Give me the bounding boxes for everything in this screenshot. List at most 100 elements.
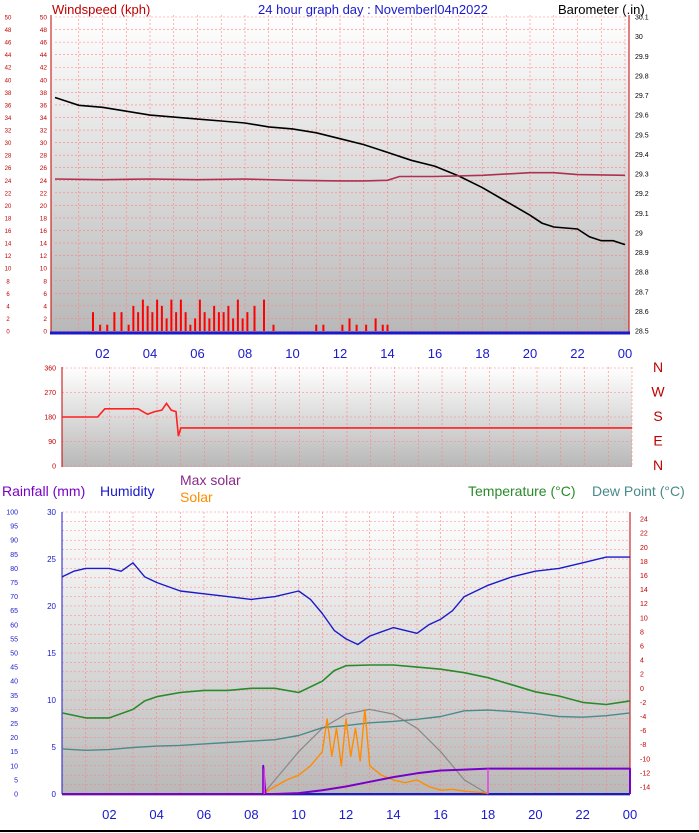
temperature-tick-label: 2	[640, 672, 644, 679]
wind-inner-tick-label: 42	[40, 65, 48, 72]
wind-outer-tick-label: 24	[5, 179, 12, 185]
wind-outer-tick-label: 32	[5, 129, 12, 135]
top-x-tick-label: 22	[570, 346, 584, 361]
bottom-series	[61, 556, 631, 795]
compass-label-s: S	[653, 408, 662, 424]
bottom-x-tick-label: 02	[102, 807, 116, 822]
wind-outer-tick-label: 8	[6, 279, 10, 285]
top-x-tick-label: 02	[95, 346, 109, 361]
temperature-tick-label: -12	[640, 770, 650, 777]
wind-outer-tick-label: 28	[5, 154, 12, 160]
humidity-label: Humidity	[100, 483, 154, 499]
top-x-tick-label: 14	[380, 346, 394, 361]
humidity-tick-label: 5	[14, 777, 18, 784]
wind-outer-tick-label: 38	[5, 91, 12, 97]
wind-outer-tick-label: 16	[5, 229, 12, 235]
temperature-tick-label: 4	[640, 658, 644, 665]
wind-inner-tick-label: 8	[43, 278, 47, 285]
wind-inner-tick-label: 22	[40, 190, 48, 197]
baro-tick-label: 29.6	[635, 113, 649, 120]
direction-tick-label: 0	[52, 464, 56, 471]
bottom-x-tick-label: 10	[291, 807, 305, 822]
bottom-x-tick-label: 18	[481, 807, 495, 822]
windspeed-line	[54, 171, 626, 182]
direction-tick-label: 90	[48, 439, 56, 446]
wind-inner-tick-label: 30	[40, 140, 48, 147]
top-x-tick-label: 04	[143, 346, 157, 361]
maxsolar-label: Max solar	[180, 472, 241, 488]
rainfall-tick-label: 15	[47, 649, 56, 658]
top-series	[54, 96, 626, 331]
humidity-tick-label: 35	[10, 693, 18, 700]
direction-tick-label: 180	[44, 415, 56, 422]
wind-inner-tick-label: 50	[40, 15, 48, 22]
baro-tick-label: 28.8	[635, 270, 649, 277]
bottom-x-tick-label: 04	[149, 807, 163, 822]
humidity-line	[61, 556, 630, 646]
wind-inner-tick-label: 24	[40, 178, 48, 185]
baro-tick-label: 29.7	[635, 93, 649, 100]
bottom-x-tick-label: 20	[528, 807, 542, 822]
wind-inner-tick-label: 36	[40, 102, 48, 109]
wind-inner-tick-label: 14	[40, 241, 48, 248]
barometer-line	[54, 96, 626, 246]
barometer-label: Barometer (.in)	[558, 2, 645, 17]
wind-outer-tick-label: 6	[6, 292, 10, 298]
baro-tick-label: 29.2	[635, 191, 649, 198]
rainfall-tick-label: 5	[52, 743, 57, 752]
top-left-outer-axis: 0246810121416182022242628303234363840424…	[5, 16, 12, 336]
humidity-tick-label: 75	[10, 580, 18, 587]
wind-inner-tick-label: 32	[40, 128, 48, 135]
top-x-axis: 02 04 06 08 10 12 14 16 18 20 22 00	[95, 346, 632, 361]
wind-direction-line	[62, 402, 632, 437]
wind-inner-tick-label: 38	[40, 90, 48, 97]
bottom-x-axis: 02 04 06 08 10 12 14 16 18 20 22 00	[102, 807, 637, 822]
baro-tick-label: 28.9	[635, 250, 649, 257]
bottom-panel: 0510152025303540455055606570758085909510…	[2, 472, 685, 822]
graph-title: 24 hour graph day : Novemberl04n2022	[258, 2, 488, 17]
temperature-tick-label: 6	[640, 643, 644, 650]
humidity-tick-label: 55	[10, 636, 18, 643]
temperature-tick-label: 16	[640, 573, 648, 580]
temperature-label: Temperature (°C)	[468, 483, 576, 499]
humidity-tick-label: 90	[10, 538, 18, 545]
compass-label-w: W	[651, 384, 665, 400]
top-x-tick-label: 00	[618, 346, 632, 361]
temperature-tick-label: -4	[640, 714, 646, 721]
baro-tick-label: 30	[635, 34, 643, 41]
bottom-x-tick-label: 12	[339, 807, 353, 822]
humidity-tick-label: 30	[10, 707, 18, 714]
wind-outer-tick-label: 14	[5, 242, 12, 248]
maxsolar-curve	[262, 708, 489, 795]
wind-outer-tick-label: 18	[5, 216, 12, 222]
humidity-tick-label: 20	[10, 735, 18, 742]
temperature-tick-label: -6	[640, 728, 646, 735]
wind-inner-tick-label: 40	[40, 77, 48, 84]
humidity-tick-label: 85	[10, 552, 18, 559]
top-left-inner-axis: 0246810121416182022242628303234363840424…	[40, 15, 48, 336]
temperature-tick-label: 20	[640, 545, 648, 552]
temperature-line	[61, 664, 631, 719]
temperature-tick-label: -10	[640, 756, 650, 763]
bottom-x-tick-label: 22	[575, 807, 589, 822]
wind-inner-tick-label: 48	[40, 27, 48, 34]
rainfall-axis: 0 5 10 15 20 25 30	[47, 508, 56, 799]
wind-outer-tick-label: 44	[5, 53, 12, 59]
temperature-tick-label: -2	[640, 700, 646, 707]
temperature-tick-label: 0	[640, 686, 644, 693]
baro-tick-label: 29.8	[635, 73, 649, 80]
wind-inner-tick-label: 34	[40, 115, 48, 122]
wind-outer-tick-label: 12	[5, 254, 12, 260]
baro-tick-label: 29	[635, 230, 643, 237]
humidity-tick-label: 65	[10, 608, 18, 615]
humidity-tick-label: 60	[10, 622, 18, 629]
wind-outer-tick-label: 46	[5, 41, 12, 47]
wind-inner-tick-label: 16	[40, 228, 48, 235]
dewpoint-label: Dew Point (°C)	[592, 483, 685, 499]
wind-outer-tick-label: 20	[5, 204, 12, 210]
wind-inner-tick-label: 6	[43, 291, 47, 298]
temperature-tick-label: 18	[640, 559, 648, 566]
